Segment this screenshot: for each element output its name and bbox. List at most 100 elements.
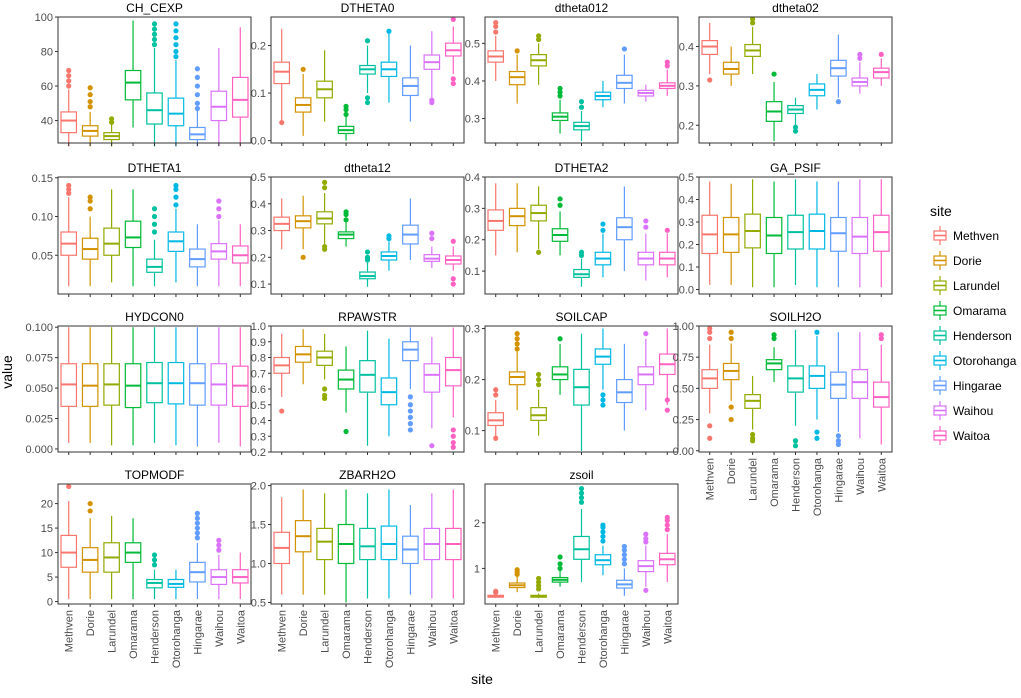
- iqr-box: [508, 371, 526, 386]
- outlier-point: [66, 78, 72, 84]
- box-henderson: [146, 552, 163, 600]
- legend-item-omarama: Omarama: [933, 301, 1007, 320]
- y-tick-label: 1.0: [251, 321, 266, 333]
- box-otorohanga: [808, 181, 826, 288]
- box-waihou: [851, 51, 869, 94]
- outlier-point: [151, 21, 158, 27]
- box-otorohanga: [167, 21, 185, 147]
- iqr-box: [167, 97, 185, 127]
- box-dorie: [722, 46, 740, 86]
- outlier-point: [151, 552, 158, 558]
- box-methven: [273, 28, 291, 126]
- iqr-box: [423, 363, 441, 393]
- outlier-point: [707, 435, 713, 441]
- box-methven: [273, 497, 291, 595]
- box-hingarae: [402, 505, 419, 595]
- panel-title: dtheta012: [555, 1, 609, 15]
- box-hingarae: [189, 327, 206, 447]
- box-larundel: [103, 327, 120, 446]
- y-tick-label: 0.3: [679, 81, 694, 93]
- iqr-box: [530, 407, 547, 421]
- outlier-point: [87, 104, 93, 110]
- outlier-point: [322, 392, 328, 398]
- y-tick-label: 1.00: [673, 321, 694, 333]
- box-dorie: [294, 489, 312, 595]
- legend-label: Larundel: [953, 279, 1000, 293]
- iqr-box: [60, 534, 78, 568]
- y-tick-label: 2: [474, 518, 480, 530]
- x-tick-label: Omarama: [341, 609, 353, 659]
- outlier-point: [109, 116, 115, 122]
- iqr-box: [146, 92, 163, 125]
- box-waitoa: [231, 27, 249, 147]
- iqr-box: [616, 217, 633, 241]
- outlier-point: [173, 21, 179, 27]
- outlier-point: [322, 179, 328, 185]
- outlier-point: [493, 588, 499, 594]
- outlier-point: [151, 221, 158, 227]
- x-tick-label: Waitoa: [235, 609, 247, 644]
- outlier-point: [878, 51, 884, 58]
- x-tick-label: Henderson: [363, 610, 375, 664]
- y-tick-label: 0.10: [32, 212, 53, 224]
- box-methven: [701, 325, 719, 441]
- outlier-point: [216, 537, 222, 543]
- outlier-point: [643, 224, 649, 230]
- panel-title: CH_CEXP: [126, 1, 183, 15]
- outlier-point: [664, 227, 670, 233]
- box-hingarae: [402, 198, 419, 260]
- box-otorohanga: [594, 80, 612, 108]
- outlier-point: [450, 281, 456, 287]
- x-tick-label: Waihou: [855, 458, 867, 495]
- box-larundel: [530, 33, 547, 85]
- y-axis-label: value: [0, 355, 15, 389]
- x-tick-label: Methven: [491, 610, 503, 652]
- x-tick-label: Dorie: [298, 610, 310, 636]
- box-dorie: [508, 183, 526, 253]
- outlier-point: [151, 206, 158, 212]
- box-henderson: [359, 249, 376, 287]
- outlier-point: [407, 408, 413, 414]
- iqr-box: [830, 216, 847, 252]
- legend-item-waitoa: Waitoa: [933, 426, 990, 445]
- iqr-box: [616, 378, 633, 404]
- box-otorohanga: [380, 233, 398, 271]
- outlier-point: [87, 194, 93, 200]
- box-hingarae: [189, 66, 206, 147]
- legend-item-hingarae: Hingarae: [933, 376, 1002, 395]
- box-methven: [487, 588, 505, 599]
- outlier-point: [600, 392, 606, 398]
- outlier-point: [814, 429, 820, 435]
- y-tick-label: 0: [47, 597, 53, 609]
- y-tick-label: 2.0: [251, 481, 266, 493]
- box-henderson: [573, 99, 590, 142]
- box-larundel: [744, 179, 761, 288]
- outlier-point: [536, 579, 542, 585]
- iqr-box: [359, 360, 376, 393]
- box-waitoa: [444, 16, 462, 87]
- outlier-point: [578, 490, 585, 496]
- y-tick-label: 0.50: [673, 383, 694, 395]
- facet-panel: RPAWSTR 0.2 0.3 0.4 0.5 0.6 0.7 0.8 0.9 1.0: [251, 310, 465, 459]
- outlier-point: [173, 35, 179, 41]
- outlier-point: [878, 332, 884, 338]
- outlier-point: [322, 386, 328, 392]
- y-tick-label: 0.4: [465, 76, 480, 88]
- y-tick-label: 0.5: [251, 172, 266, 184]
- outlier-point: [216, 542, 222, 548]
- x-tick-label: Hingarae: [405, 610, 417, 655]
- box-methven: [60, 327, 78, 443]
- y-tick-label: 0.5: [251, 597, 266, 609]
- outlier-point: [173, 48, 179, 55]
- y-tick-label: 0.5: [251, 400, 266, 412]
- box-waitoa: [444, 489, 462, 599]
- panel-title: zsoil: [569, 468, 593, 482]
- box-omarama: [337, 209, 355, 247]
- x-tick-label: Dorie: [85, 610, 97, 636]
- y-tick-label: 0.00: [673, 446, 694, 458]
- iqr-box: [872, 214, 890, 252]
- x-tick-label: Waitoa: [448, 609, 460, 644]
- outlier-point: [621, 556, 627, 562]
- y-tick-label: 0.05: [32, 250, 53, 262]
- x-tick-label: Hingarae: [619, 610, 631, 655]
